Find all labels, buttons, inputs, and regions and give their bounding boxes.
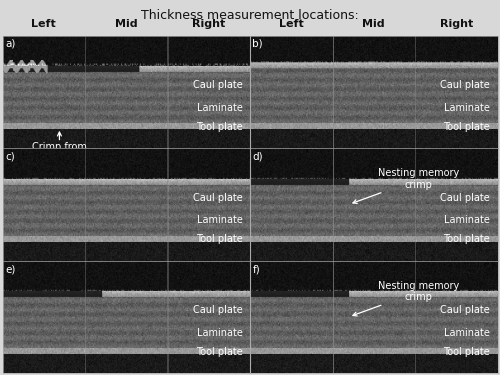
Text: Mid: Mid (115, 20, 138, 29)
Text: Caul plate: Caul plate (193, 193, 242, 202)
Text: c): c) (5, 152, 15, 162)
Text: f): f) (252, 264, 260, 274)
Text: Thickness measurement locations:: Thickness measurement locations: (141, 9, 359, 22)
Text: Tool plate: Tool plate (444, 122, 490, 132)
Text: Left: Left (279, 20, 303, 29)
Text: e): e) (5, 264, 15, 274)
Text: b): b) (252, 39, 263, 49)
Text: Caul plate: Caul plate (440, 305, 490, 315)
Text: d): d) (252, 152, 263, 162)
Text: Laminate: Laminate (196, 103, 242, 112)
Text: Tool plate: Tool plate (196, 234, 242, 244)
Text: Mid: Mid (362, 20, 385, 29)
Text: Caul plate: Caul plate (193, 80, 242, 90)
Text: Nesting memory
crimp: Nesting memory crimp (353, 168, 459, 204)
Text: Caul plate: Caul plate (440, 80, 490, 90)
Text: Left: Left (32, 20, 56, 29)
Text: Nesting memory
crimp: Nesting memory crimp (353, 281, 459, 316)
Text: Caul plate: Caul plate (193, 305, 242, 315)
Text: Tool plate: Tool plate (196, 347, 242, 357)
Text: Laminate: Laminate (444, 215, 490, 225)
Text: a): a) (5, 39, 15, 49)
Text: Laminate: Laminate (196, 215, 242, 225)
Text: Laminate: Laminate (444, 103, 490, 112)
Text: Laminate: Laminate (444, 328, 490, 338)
Text: Crimp from
compaction: Crimp from compaction (31, 132, 88, 164)
Text: Caul plate: Caul plate (440, 193, 490, 202)
Text: Laminate: Laminate (196, 328, 242, 338)
Text: Tool plate: Tool plate (444, 234, 490, 244)
Text: Tool plate: Tool plate (196, 122, 242, 132)
Text: Right: Right (192, 20, 226, 29)
Text: Tool plate: Tool plate (444, 347, 490, 357)
Text: Right: Right (440, 20, 473, 29)
